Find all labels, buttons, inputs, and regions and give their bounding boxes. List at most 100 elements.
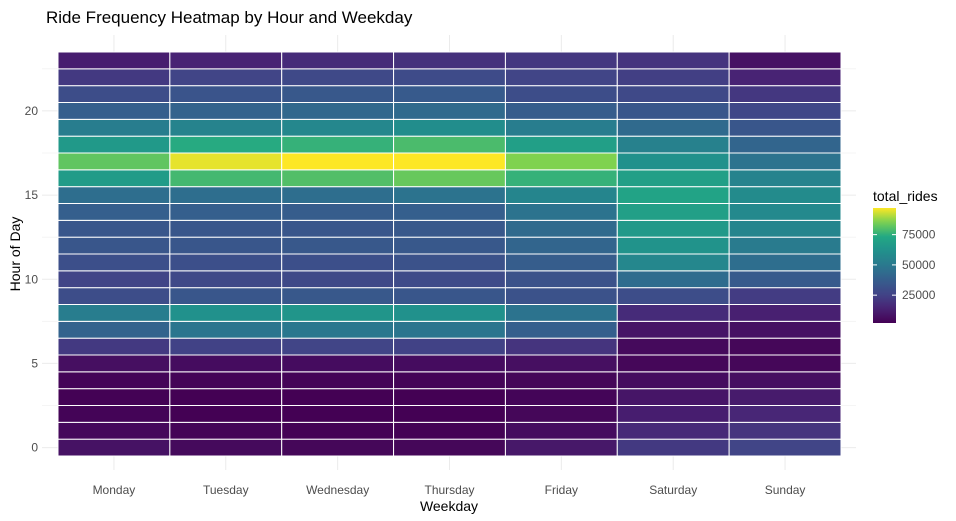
heatmap-cell bbox=[616, 287, 730, 305]
heatmap-cell bbox=[169, 85, 283, 103]
heatmap-cell bbox=[57, 51, 171, 70]
heatmap-cell bbox=[728, 438, 842, 457]
heatmap-cell bbox=[616, 405, 730, 423]
x-tick-label: Saturday bbox=[649, 483, 697, 497]
legend-tick-label: 50000 bbox=[902, 258, 936, 272]
heatmap-cell bbox=[504, 236, 618, 255]
heatmap-cell bbox=[169, 236, 283, 255]
heatmap-cell bbox=[616, 388, 730, 406]
legend-tick-label: 75000 bbox=[902, 228, 936, 242]
heatmap-cell bbox=[169, 68, 283, 87]
heatmap-cell bbox=[169, 337, 283, 356]
heatmap-cell bbox=[504, 337, 618, 356]
heatmap-cell bbox=[393, 186, 506, 205]
heatmap-cell bbox=[728, 219, 842, 238]
heatmap-cell bbox=[504, 135, 618, 154]
heatmap-cell bbox=[281, 337, 395, 356]
heatmap-cell bbox=[393, 270, 506, 289]
heatmap-cell bbox=[616, 186, 730, 205]
heatmap-cell bbox=[616, 421, 730, 440]
heatmap-cell bbox=[169, 219, 283, 238]
heatmap-cell bbox=[393, 169, 506, 188]
heatmap-cell bbox=[728, 354, 842, 373]
heatmap-cell bbox=[393, 135, 506, 154]
heatmap-cell bbox=[616, 304, 730, 322]
heatmap-cell bbox=[281, 219, 395, 238]
heatmap-cell bbox=[504, 102, 618, 120]
heatmap-cell bbox=[616, 68, 730, 87]
heatmap-cell bbox=[57, 152, 171, 171]
heatmap-cell bbox=[504, 118, 618, 137]
x-tick-label: Sunday bbox=[765, 483, 806, 497]
heatmap-cell bbox=[393, 388, 506, 406]
heatmap-cell bbox=[616, 270, 730, 289]
heatmap-cell bbox=[57, 287, 171, 305]
heatmap-cell bbox=[57, 421, 171, 440]
heatmap-cell bbox=[57, 236, 171, 255]
heatmap-cell bbox=[57, 85, 171, 103]
heatmap-cell bbox=[169, 421, 283, 440]
legend-tick-label: 25000 bbox=[902, 288, 936, 302]
heatmap-cell bbox=[57, 270, 171, 289]
x-tick-label: Wednesday bbox=[306, 483, 369, 497]
heatmap-cell bbox=[281, 85, 395, 103]
heatmap-cell bbox=[281, 186, 395, 205]
heatmap-cell bbox=[57, 320, 171, 339]
heatmap-cell bbox=[728, 102, 842, 120]
heatmap-cell bbox=[728, 287, 842, 305]
y-tick-label: 20 bbox=[25, 104, 39, 118]
heatmap-cell bbox=[504, 405, 618, 423]
y-axis-title: Hour of Day bbox=[7, 217, 23, 292]
heatmap-cell bbox=[57, 203, 171, 221]
heatmap-cell bbox=[169, 135, 283, 154]
heatmap-cell bbox=[728, 85, 842, 103]
heatmap-cell bbox=[504, 85, 618, 103]
heatmap-cell bbox=[393, 320, 506, 339]
heatmap-cell bbox=[281, 438, 395, 457]
heatmap-cell bbox=[728, 304, 842, 322]
heatmap-cell bbox=[57, 118, 171, 137]
heatmap-cell bbox=[393, 51, 506, 70]
heatmap-cell bbox=[169, 186, 283, 205]
heatmap-cell bbox=[728, 371, 842, 390]
color-legend: total_rides 25000 50000 75000 bbox=[873, 188, 938, 323]
heatmap-cell bbox=[616, 118, 730, 137]
heatmap-cell bbox=[281, 68, 395, 87]
heatmap-cell bbox=[504, 421, 618, 440]
heatmap-cell bbox=[393, 203, 506, 221]
heatmap-cell bbox=[57, 219, 171, 238]
heatmap-cell bbox=[728, 405, 842, 423]
heatmap-cell bbox=[504, 169, 618, 188]
heatmap-cell bbox=[504, 287, 618, 305]
heatmap-cell bbox=[57, 371, 171, 390]
heatmap-cell bbox=[169, 438, 283, 457]
heatmap-cell bbox=[281, 236, 395, 255]
heatmap-cell bbox=[281, 253, 395, 272]
heatmap-cell bbox=[393, 85, 506, 103]
heatmap-cell bbox=[169, 371, 283, 390]
heatmap-cell bbox=[616, 102, 730, 120]
heatmap-cells bbox=[57, 51, 842, 457]
heatmap-cell bbox=[504, 68, 618, 87]
heatmap-cell bbox=[281, 169, 395, 188]
heatmap-cell bbox=[281, 320, 395, 339]
heatmap-cell bbox=[616, 320, 730, 339]
heatmap-cell bbox=[281, 287, 395, 305]
heatmap-cell bbox=[169, 304, 283, 322]
heatmap-cell bbox=[504, 186, 618, 205]
heatmap-cell bbox=[281, 388, 395, 406]
heatmap-cell bbox=[57, 405, 171, 423]
heatmap-cell bbox=[393, 253, 506, 272]
heatmap-cell bbox=[504, 219, 618, 238]
heatmap-cell bbox=[616, 337, 730, 356]
legend-title: total_rides bbox=[873, 188, 938, 204]
heatmap-cell bbox=[728, 118, 842, 137]
heatmap-cell bbox=[57, 169, 171, 188]
heatmap-cell bbox=[169, 118, 283, 137]
heatmap-cell bbox=[57, 354, 171, 373]
heatmap-cell bbox=[728, 236, 842, 255]
heatmap-cell bbox=[728, 320, 842, 339]
heatmap-cell bbox=[393, 152, 506, 171]
heatmap-cell bbox=[57, 304, 171, 322]
